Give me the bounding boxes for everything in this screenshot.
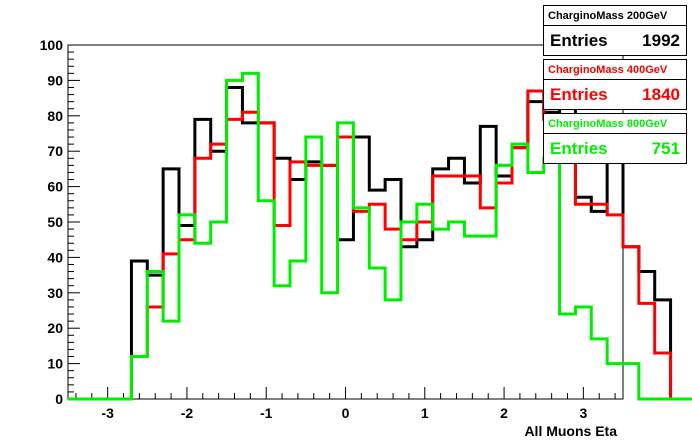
x-tick-label: 1 [421,405,429,421]
entries-value: 1840 [642,84,680,104]
x-tick-label: 0 [342,405,350,421]
y-tick-label: 90 [47,72,63,88]
stats-box-title: CharginoMass 400GeV [544,60,686,80]
plot-frame [67,44,624,400]
y-tick-label: 20 [47,320,63,336]
y-tick-label: 30 [47,285,63,301]
y-tick-label: 10 [47,356,63,372]
entries-value: 751 [651,138,680,158]
x-tick-label: -1 [260,405,273,421]
stats-entries-row: Entries 1992 [544,26,686,55]
entries-label: Entries [550,30,608,50]
x-axis-title: All Muons Eta [524,423,617,439]
y-tick-label: 80 [47,108,63,124]
stats-entries-row: Entries 751 [544,134,686,163]
stats-box-400gev: CharginoMass 400GeV Entries 1840 [543,59,687,110]
entries-label: Entries [550,138,608,158]
y-axis: 0 10 20 30 40 50 60 70 80 90 100 [40,37,80,407]
stats-box-title: CharginoMass 200GeV [544,6,686,26]
y-tick-label: 0 [55,391,63,407]
entries-label: Entries [550,84,608,104]
entries-value: 1992 [642,30,680,50]
x-tick-label: 2 [500,405,508,421]
stats-box-800gev: CharginoMass 800GeV Entries 751 [543,113,687,164]
x-tick-label: 3 [579,405,587,421]
x-tick-label: -2 [181,405,194,421]
y-tick-label: 100 [40,37,64,53]
x-axis: -3 -2 -1 0 1 2 3 [75,387,616,421]
series-line-2 [68,71,692,401]
y-tick-label: 40 [47,249,63,265]
y-tick-label: 60 [47,179,63,195]
stats-box-title: CharginoMass 800GeV [544,114,686,134]
y-tick-label: 50 [47,214,63,230]
stats-entries-row: Entries 1840 [544,80,686,109]
y-tick-label: 70 [47,143,63,159]
x-tick-label: -3 [101,405,114,421]
series-layer [68,64,692,401]
stats-box-200gev: CharginoMass 200GeV Entries 1992 [543,5,687,56]
